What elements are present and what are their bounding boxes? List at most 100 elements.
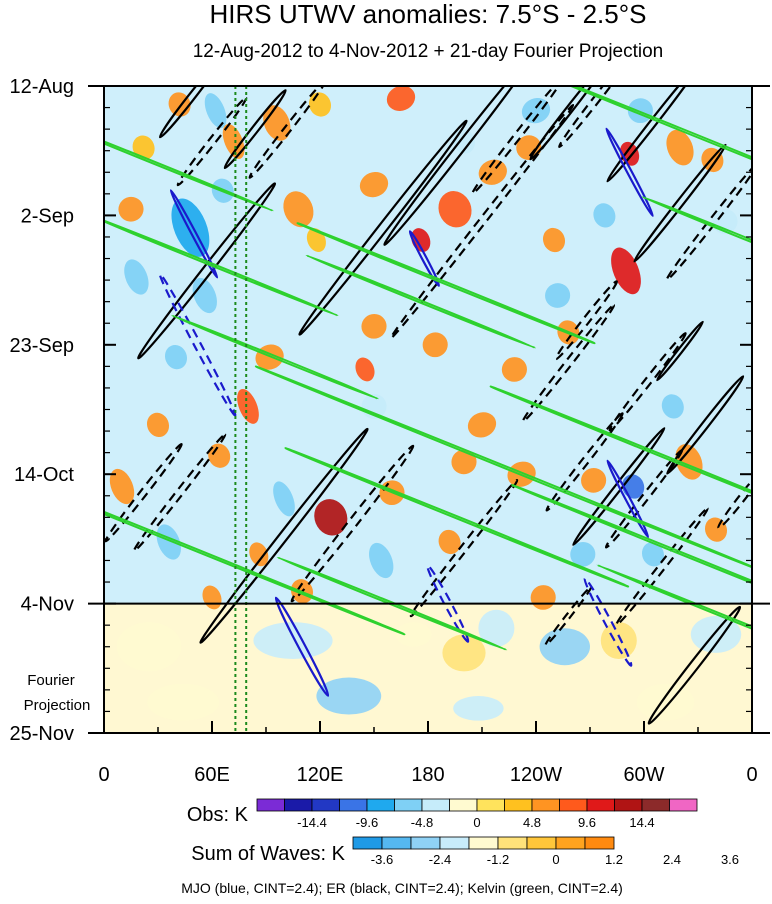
- projection-blob: [316, 677, 382, 715]
- colorbar-swatch: [311, 798, 340, 812]
- colorbar-swatch: [497, 836, 528, 850]
- colorbar-swatch: [468, 836, 499, 850]
- anomaly-blob: [314, 499, 348, 536]
- contour-er: [223, 89, 287, 170]
- contour-mjo: [408, 230, 441, 287]
- colorbar-swatch: [531, 798, 560, 812]
- colorbar-swatch: [381, 836, 412, 850]
- contour-kelvin: [276, 556, 508, 651]
- projection-blob: [636, 683, 695, 721]
- colorbar-swatch: [410, 836, 441, 850]
- y-tick-label: 25-Nov: [10, 723, 74, 745]
- contour-er: [290, 444, 415, 603]
- contour-er: [572, 427, 666, 546]
- contour-mjo: [158, 272, 237, 417]
- anomaly-blob: [361, 313, 387, 339]
- contour-kelvin: [254, 365, 752, 571]
- contour-er: [199, 427, 369, 644]
- colorbar-swatch: [394, 798, 423, 812]
- anomaly-blob: [438, 529, 461, 555]
- footer-legend: MJO (blue, CINT=2.4); ER (black, CINT=2.…: [181, 880, 623, 896]
- colorbar-swatch: [555, 836, 586, 850]
- anomaly-blob: [581, 467, 607, 493]
- colorbar-tick-label: 3.6: [721, 852, 739, 867]
- colorbar-swatch: [669, 798, 698, 812]
- projection-blob: [116, 622, 182, 672]
- y-axis: 12-Aug 2-Sep 23-Sep 14-Oct 4-Nov 25-Nov: [10, 76, 752, 745]
- anomaly-blob: [369, 542, 394, 579]
- colorbar-swatch: [284, 798, 313, 812]
- anomaly-blob: [124, 259, 149, 295]
- anomaly-blob: [611, 247, 641, 295]
- contour-er: [717, 468, 752, 530]
- anomaly-blob: [118, 196, 144, 222]
- colorbar-tick-label: -3.6: [371, 852, 393, 867]
- contour-er: [176, 96, 248, 187]
- x-tick-label: 60W: [623, 764, 664, 786]
- projection-blob: [147, 683, 220, 721]
- projection-blob: [442, 634, 486, 672]
- contour-kelvin: [296, 222, 596, 345]
- anomaly-blob: [704, 517, 728, 542]
- colorbar-tick-label: -1.2: [487, 852, 509, 867]
- anomaly-blob: [273, 481, 295, 517]
- anomaly-blob: [467, 412, 497, 438]
- contour-er: [248, 86, 327, 179]
- contour-er: [633, 143, 727, 263]
- anomaly-blob: [386, 86, 416, 111]
- anomaly-blob: [109, 468, 135, 505]
- anomaly-blob: [712, 209, 738, 234]
- contour-kelvin: [104, 108, 274, 212]
- projection-label-line2: Projection: [24, 697, 91, 714]
- x-axis: 0 60E 120E 180 120W 60W 0: [98, 721, 758, 786]
- colorbar-tick-label: 14.4: [629, 815, 654, 830]
- chart-subtitle: 12-Aug-2012 to 4-Nov-2012 + 21-day Fouri…: [193, 41, 664, 62]
- colorbar-tick-label: 0: [473, 815, 480, 830]
- plot-area: [88, 85, 770, 734]
- contour-mjo: [605, 127, 654, 217]
- y-tick-label: 12-Aug: [10, 76, 75, 98]
- y-tick-label: 23-Sep: [10, 335, 75, 357]
- colorbar-tick-label: -4.8: [411, 815, 433, 830]
- colorbar-tick-label: -2.4: [429, 852, 451, 867]
- contour-er: [604, 449, 684, 549]
- contour-er: [383, 86, 538, 246]
- contour-mjo: [169, 189, 219, 279]
- colorbar-swatch: [352, 836, 383, 850]
- x-tick-label: 0: [746, 764, 757, 786]
- anomaly-blob: [222, 123, 245, 159]
- anomaly-blob: [516, 135, 542, 160]
- contour-er: [529, 86, 608, 161]
- colorbar-swatch: [439, 836, 470, 850]
- contour-er: [132, 433, 227, 553]
- colorbar-tick-label: 1.2: [605, 852, 623, 867]
- anomaly-blob: [451, 449, 477, 475]
- projection-blob: [395, 622, 432, 647]
- contour-er: [647, 605, 742, 725]
- contour-mjo: [426, 564, 470, 643]
- contour-kelvin: [305, 254, 537, 349]
- obs-colorbar: Obs: K -14.4 -9.6 -4.8 0 4.8 9.6 14.4: [187, 798, 698, 830]
- colorbar-swatch: [641, 798, 670, 812]
- contour-kelvin: [171, 314, 379, 400]
- colorbar-swatch: [526, 836, 557, 850]
- waves-colorbar-label: Sum of Waves: K: [191, 843, 345, 865]
- contour-er: [656, 320, 704, 382]
- contour-kelvin: [641, 195, 752, 272]
- contour-er: [666, 375, 745, 475]
- contour-kelvin: [489, 385, 752, 526]
- x-tick-label: 180: [411, 764, 444, 786]
- contour-er: [545, 412, 624, 512]
- anomaly-blob: [355, 357, 375, 382]
- x-tick-label: 60E: [194, 764, 230, 786]
- anomaly-blob: [542, 227, 566, 253]
- chart-title: HIRS UTWV anomalies: 7.5°S - 2.5°S: [210, 0, 647, 29]
- projection-blob: [600, 622, 637, 660]
- contour-kelvin: [507, 86, 752, 200]
- anomaly-blob: [208, 443, 231, 468]
- contour-mjo: [274, 596, 330, 697]
- anomaly-blob: [146, 412, 170, 438]
- contour-mjo: [606, 459, 650, 539]
- colorbar-swatch: [256, 798, 285, 812]
- projection-blob: [539, 628, 590, 666]
